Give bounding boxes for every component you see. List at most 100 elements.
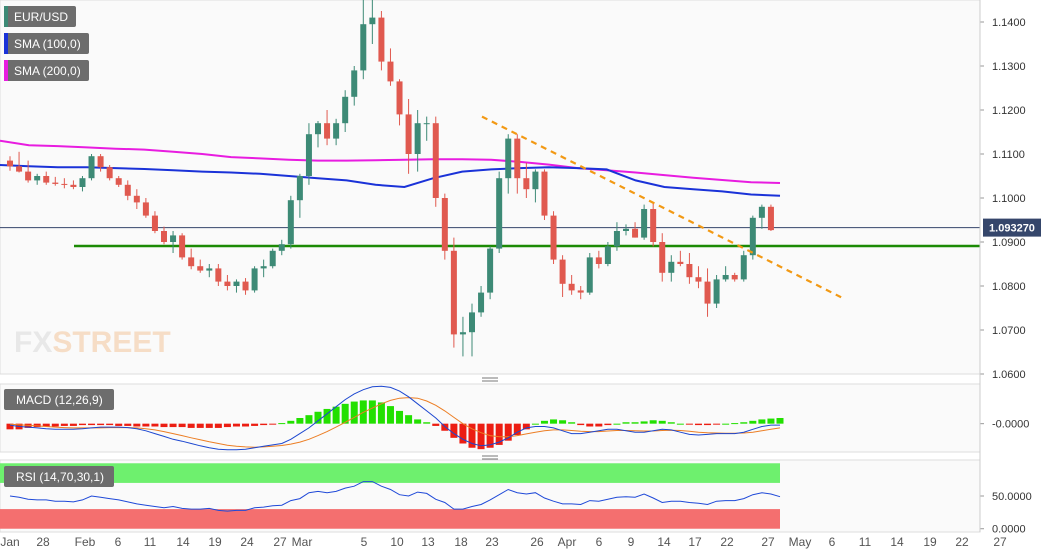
macd-histogram-bar (477, 423, 485, 450)
macd-histogram-bar (142, 423, 150, 427)
candle-bull (233, 281, 240, 286)
macd-tick-label: -0.0000 (992, 419, 1029, 431)
macd-histogram-bar (613, 423, 621, 425)
candle-bear (179, 235, 186, 258)
candle-bull (79, 178, 86, 187)
x-tick-label: 22 (720, 535, 734, 549)
x-tick-label: May (789, 535, 812, 549)
x-tick-label: 18 (454, 535, 468, 549)
candle-bull (305, 134, 312, 176)
candle-bear (115, 178, 122, 185)
macd-histogram-bar (196, 423, 204, 428)
macd-histogram-bar (550, 419, 558, 424)
candle-bear (215, 268, 222, 282)
macd-histogram-bar (450, 423, 458, 438)
candle-bear (43, 176, 50, 183)
candle-bull (487, 248, 494, 293)
candle-bull (532, 171, 539, 190)
x-tick-label: 28 (36, 535, 50, 549)
candle-bull (88, 156, 95, 179)
candle-bear (142, 202, 149, 216)
legend-sma100[interactable]: SMA (100,0) (4, 33, 89, 54)
macd-histogram-bar (305, 415, 313, 424)
macd-histogram-bar (694, 423, 702, 426)
macd-histogram-bar (676, 423, 684, 425)
macd-histogram-bar (97, 423, 105, 426)
macd-histogram-bar (423, 422, 431, 424)
candle-bear (197, 266, 204, 271)
macd-line (9, 385, 780, 451)
x-tick-label: 26 (530, 535, 544, 549)
candle-bear (541, 171, 548, 216)
candle-bear (133, 195, 140, 203)
legend-sma100-swatch (4, 33, 8, 54)
x-tick-label: 11 (859, 535, 872, 549)
x-tick-label: 17 (688, 535, 702, 549)
candle-bear (450, 250, 457, 335)
macd-histogram-bar (468, 423, 476, 448)
candle-bear (523, 178, 530, 190)
candle-bear (568, 283, 575, 291)
macd-histogram-bar (649, 420, 657, 424)
macd-histogram-bar (631, 422, 639, 424)
legend-symbol-label: EUR/USD (14, 9, 69, 24)
rsi-tick-label: 0.0000 (992, 524, 1026, 536)
macd-histogram-bar (722, 423, 730, 425)
candle-bear (767, 206, 774, 231)
candle-bull (505, 138, 512, 179)
candle-bear (61, 183, 68, 185)
x-tick-label: 6 (829, 535, 836, 549)
candle-bear (70, 184, 77, 187)
candle-bear (324, 123, 331, 139)
macd-histogram-bar (278, 423, 286, 425)
macd-histogram-bar (341, 403, 349, 424)
legend-sma200[interactable]: SMA (200,0) (4, 60, 89, 81)
macd-histogram-bar (242, 423, 250, 427)
x-tick-label: 23 (485, 535, 499, 549)
rsi-tick-label: 50.0000 (992, 491, 1032, 503)
x-tick-label: Apr (558, 535, 577, 549)
x-tick-label: 10 (390, 535, 404, 549)
x-tick-label: 19 (923, 535, 937, 549)
x-tick-label: 22 (955, 535, 969, 549)
candle-bear (650, 209, 657, 242)
fxstreet-watermark: FXSTREET (14, 326, 171, 359)
macd-histogram-bar (287, 420, 295, 424)
candle-bull (269, 250, 276, 267)
candle-bull (641, 209, 648, 238)
candle-bear (188, 257, 195, 267)
macd-histogram-bar (115, 423, 123, 426)
candle-bull (206, 268, 213, 271)
candle-bull (478, 292, 485, 313)
macd-label: MACD (12,26,9) (16, 393, 103, 407)
rsi-oversold-zone (0, 509, 780, 529)
candle-bull (414, 123, 421, 154)
indicator-layer: MACD (12,26,9) RSI (14,70,30,1) (0, 385, 784, 529)
candle-bear (695, 277, 702, 282)
macd-histogram-bar (441, 423, 449, 431)
candle-bear (396, 81, 403, 115)
candle-bear (124, 184, 131, 196)
watermark-fx: FX (14, 326, 52, 359)
macd-histogram-bar (60, 423, 68, 426)
candle-bull (623, 228, 629, 231)
candle-bull (604, 246, 611, 264)
candle-bear (161, 231, 167, 242)
candle-bear (7, 160, 13, 167)
macd-histogram-bar (740, 422, 748, 424)
candle-bull (251, 268, 258, 291)
macd-histogram-bar (495, 423, 503, 445)
macd-histogram-bar (640, 421, 648, 424)
macd-histogram-bar (33, 423, 41, 428)
macd-histogram-bar (531, 423, 539, 425)
candle-bull (351, 70, 358, 97)
candle-bear (577, 290, 584, 293)
macd-histogram-bar (758, 419, 766, 424)
candle-bull (496, 178, 503, 249)
macd-histogram-bar (704, 423, 712, 426)
legend-symbol[interactable]: EUR/USD (4, 6, 77, 27)
candle-bull (613, 231, 620, 247)
candle-bull (360, 24, 367, 71)
